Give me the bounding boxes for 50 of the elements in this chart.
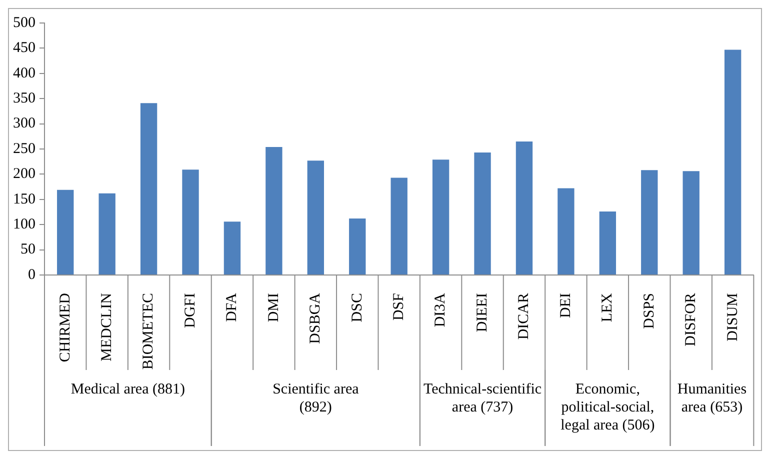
x-tick-label: DFA (224, 292, 240, 322)
bar (98, 193, 116, 274)
bar (516, 141, 533, 274)
bar (682, 171, 700, 274)
text: Humanities area (653) (677, 381, 747, 416)
x-tick-label: DISUM (724, 293, 741, 342)
bar (224, 222, 241, 274)
text: Economic, political-social, legal area (506) (560, 381, 655, 434)
bar (641, 170, 658, 274)
bar (266, 146, 282, 274)
bar (307, 160, 324, 274)
y-tick-label: 500 (13, 14, 36, 31)
x-tick-label: BIOMETEC (140, 293, 157, 370)
y-tick-label: 100 (13, 216, 36, 233)
x-tick-label: LEX (600, 292, 616, 322)
y-tick-label: 0 (28, 266, 36, 283)
x-tick-label: DMI (266, 293, 282, 322)
bar (432, 160, 450, 274)
x-tick-label: DSPS (641, 293, 658, 329)
x-tick-label: DSF (391, 293, 408, 321)
y-tick-label: 400 (13, 65, 36, 82)
y-tick-label: 300 (13, 116, 36, 132)
x-tick-label: DIEEI (474, 293, 490, 332)
text: Technical-scientific area (737) (423, 381, 542, 416)
bar (474, 152, 491, 274)
y-tick-label: 250 (13, 140, 36, 157)
x-tick-label: DICAR (516, 293, 532, 340)
x-tick-label: DEI (558, 293, 574, 318)
bar (349, 218, 366, 274)
text: Medical area (881) (70, 381, 185, 398)
bar (724, 50, 742, 274)
bar (182, 170, 199, 274)
y-tick-label: 150 (13, 191, 36, 208)
bar (57, 190, 74, 274)
bar (390, 178, 408, 274)
x-tick-label: CHIRMED (57, 292, 74, 362)
y-tick-label: 50 (20, 242, 36, 258)
x-tick-label: DGFI (182, 293, 198, 328)
bar (140, 103, 158, 274)
y-tick-label: 350 (13, 90, 36, 107)
bar (599, 211, 616, 274)
x-tick-label: DISFOR (683, 293, 700, 346)
x-tick-label: DI3A (432, 292, 449, 328)
x-tick-label: DSC (349, 293, 366, 322)
x-tick-label: MEDCLIN (99, 292, 116, 362)
bar (558, 188, 574, 274)
y-tick-label: 450 (13, 40, 36, 56)
text: Scientific area (892) (272, 381, 360, 416)
x-tick-label: DSBGA (308, 292, 324, 344)
y-tick-label: 200 (13, 166, 36, 182)
